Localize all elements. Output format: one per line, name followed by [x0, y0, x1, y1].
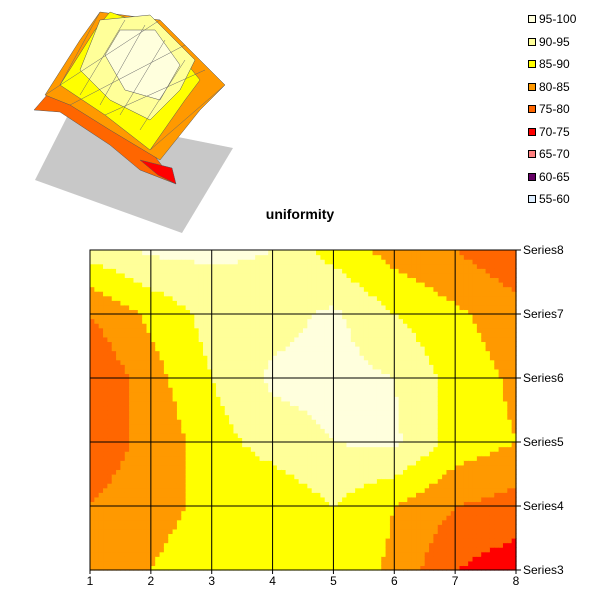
surface-floor	[35, 115, 233, 233]
x-tick-label: 6	[391, 574, 398, 588]
legend: 95-100 90-95 85-90 80-85 75-80 70-75 65-70 60-6…	[528, 8, 576, 211]
legend-swatch	[528, 195, 536, 204]
legend-label: 95-100	[539, 12, 577, 27]
legend-swatch	[528, 82, 536, 91]
y-tick-label: Series4	[523, 499, 564, 513]
legend-item: 90-95	[528, 31, 576, 54]
x-tick-label: 8	[513, 574, 520, 588]
legend-swatch	[528, 105, 536, 114]
legend-item: 70-75	[528, 121, 576, 144]
legend-label: 80-85	[539, 79, 570, 94]
surface-band-70-75	[139, 159, 177, 185]
legend-swatch	[528, 172, 536, 181]
legend-label: 70-75	[539, 124, 570, 139]
legend-item: 85-90	[528, 53, 576, 76]
legend-item: 75-80	[528, 98, 576, 121]
legend-label: 85-90	[539, 57, 570, 72]
x-tick-label: 1	[87, 574, 94, 588]
legend-label: 75-80	[539, 102, 570, 117]
y-tick-label: Series5	[523, 435, 564, 449]
surface-mesh	[44, 11, 226, 151]
legend-swatch	[528, 37, 536, 46]
legend-item: 55-60	[528, 188, 576, 211]
x-tick-label: 7	[452, 574, 459, 588]
legend-swatch	[528, 150, 536, 159]
y-tick-label: Series3	[523, 563, 564, 577]
legend-item: 95-100	[528, 8, 576, 31]
chart-title: uniformity	[265, 206, 335, 222]
x-tick-label: 3	[208, 574, 215, 588]
legend-swatch	[528, 60, 536, 69]
legend-label: 55-60	[539, 192, 570, 207]
y-tick-label: Series7	[523, 307, 564, 321]
y-tick-label: Series6	[523, 371, 564, 385]
legend-label: 60-65	[539, 169, 570, 184]
legend-swatch	[528, 127, 536, 136]
x-tick-label: 2	[148, 574, 155, 588]
surface-band-95-100	[104, 29, 181, 101]
legend-item: 60-65	[528, 166, 576, 189]
y-tick-label: Series8	[523, 243, 564, 257]
contour-fill	[90, 250, 517, 571]
legend-item: 65-70	[528, 143, 576, 166]
surface-3d-thumbnail	[33, 11, 233, 233]
legend-item: 80-85	[528, 76, 576, 99]
legend-label: 90-95	[539, 34, 570, 49]
legend-swatch	[528, 15, 536, 24]
plot-frame	[89, 249, 517, 571]
legend-label: 65-70	[539, 147, 570, 162]
x-tick-label: 5	[330, 574, 337, 588]
x-tick-label: 4	[269, 574, 276, 588]
